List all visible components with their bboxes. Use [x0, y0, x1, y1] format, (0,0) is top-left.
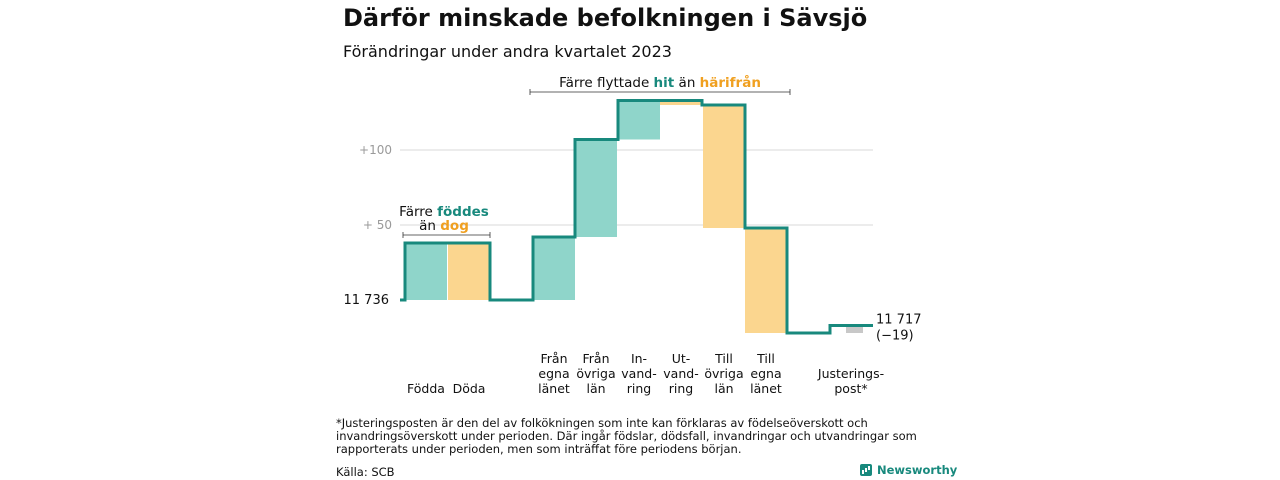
bar-5 — [660, 100, 702, 105]
category-label-4: vand- — [621, 366, 656, 381]
category-label-8: Justerings- — [817, 366, 884, 381]
category-label-3: Från — [582, 351, 609, 366]
category-label-2: egna — [538, 366, 569, 381]
migration-annotation-em-harifran: härifrån — [700, 74, 761, 91]
category-label-5: vand- — [663, 366, 698, 381]
bar-0 — [405, 243, 447, 300]
category-label-4: ring — [627, 381, 651, 396]
category-label-7: länet — [750, 381, 782, 396]
category-label-6: län — [714, 381, 733, 396]
end-change-label: (−19) — [876, 329, 914, 344]
bar-8 — [846, 325, 863, 333]
bars-layer — [405, 100, 863, 333]
start-value-label: 11 736 — [344, 293, 390, 308]
category-label-4: In- — [631, 351, 647, 366]
bar-6 — [703, 105, 745, 228]
births-annotation-em: föddes — [437, 204, 489, 220]
category-label-7: egna — [750, 366, 781, 381]
y-tick-label: +100 — [359, 143, 392, 157]
category-label-8: post* — [834, 381, 867, 396]
chart-subtitle: Förändringar under andra kvartalet 2023 — [343, 42, 672, 61]
deaths-annotation-em: dog — [440, 218, 469, 234]
y-tick-label: + 50 — [363, 218, 392, 232]
source-label: Källa: SCB — [336, 465, 395, 479]
category-label-2: Från — [540, 351, 567, 366]
bar-3 — [575, 139, 617, 237]
category-label-2: länet — [538, 381, 570, 396]
category-label-7: Till — [756, 351, 775, 366]
newsworthy-logo-icon — [860, 464, 872, 476]
category-label-1: Döda — [453, 381, 486, 396]
bar-7 — [745, 228, 787, 333]
bar-2 — [533, 237, 575, 300]
category-label-6: Till — [714, 351, 733, 366]
births-annotation-line2: än dog — [419, 218, 469, 234]
category-label-3: län — [586, 381, 605, 396]
bar-4 — [618, 100, 660, 140]
brand-name: Newsworthy — [877, 463, 958, 477]
footnote: *Justeringsposten är den del av folkökni… — [336, 416, 917, 456]
step-line — [400, 99, 873, 335]
migration-annotation-em-hit: hit — [654, 75, 675, 91]
category-label-6: övriga — [704, 366, 743, 381]
category-label-3: övriga — [576, 366, 615, 381]
category-label-5: ring — [669, 381, 693, 396]
grid-layer — [400, 149, 873, 226]
chart-title: Därför minskade befolkningen i Sävsjö — [343, 4, 868, 32]
category-label-5: Ut- — [672, 351, 691, 366]
bar-1 — [448, 243, 490, 300]
brand-logo: Newsworthy — [860, 463, 957, 477]
end-value-label: 11 717 — [876, 313, 922, 328]
migration-annotation: Färre flyttade hit än härifrån — [559, 74, 761, 91]
category-label-0: Födda — [407, 381, 445, 396]
births-annotation-line1: Färre föddes — [399, 204, 489, 220]
step-line-layer — [400, 99, 873, 335]
